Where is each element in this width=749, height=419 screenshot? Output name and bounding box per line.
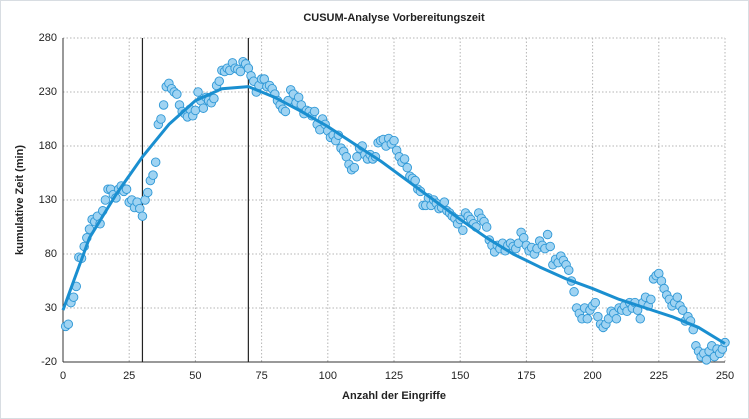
x-tick-label: 175 [517, 370, 535, 382]
point [142, 187, 153, 198]
x-tick-label: 50 [189, 370, 201, 382]
point [545, 241, 555, 252]
point [121, 184, 132, 194]
point [542, 229, 553, 240]
point [590, 297, 600, 308]
point [672, 292, 683, 302]
x-tick-label: 125 [385, 370, 403, 382]
y-tick-label: 80 [45, 248, 57, 260]
point [209, 93, 219, 104]
point [402, 162, 412, 173]
point [352, 152, 362, 162]
point [635, 314, 646, 324]
point [63, 319, 74, 329]
y-tick-label: 30 [45, 302, 57, 314]
x-axis-label: Anzahl der Eingriffe [342, 390, 446, 402]
x-tick-label: 0 [60, 370, 66, 382]
point [309, 106, 320, 117]
chart-title: CUSUM-Analyse Vorbereitungszeit [303, 12, 485, 24]
point [582, 314, 593, 324]
y-tick-label: 180 [39, 140, 57, 152]
x-tick-label: 250 [716, 370, 734, 382]
point [150, 157, 161, 167]
x-tick-label: 150 [451, 370, 469, 382]
x-tick-label: 225 [650, 370, 668, 382]
point [458, 225, 468, 235]
point [172, 89, 182, 99]
point [611, 314, 622, 324]
point [214, 76, 224, 86]
point [646, 294, 656, 305]
fit-curve [61, 85, 726, 345]
point [677, 305, 688, 315]
point [235, 66, 246, 77]
point [100, 195, 111, 205]
point [137, 211, 148, 221]
x-tick-label: 100 [319, 370, 337, 382]
point [569, 287, 579, 297]
y-tick-label: 280 [39, 32, 57, 44]
point [349, 162, 360, 173]
point [564, 265, 574, 275]
y-tick-label: 130 [39, 194, 57, 206]
point [190, 105, 201, 116]
y-tick-label: 230 [39, 86, 57, 98]
point [389, 135, 399, 146]
y-tick-label: -20 [41, 356, 57, 368]
point [68, 292, 79, 302]
x-tick-label: 200 [583, 370, 601, 382]
point [198, 103, 209, 113]
x-tick-label: 25 [123, 370, 135, 382]
point [156, 114, 166, 124]
x-tick-label: 75 [255, 370, 267, 382]
point [193, 87, 203, 97]
y-axis-label: kumulative Zeit (min) [14, 145, 26, 255]
point [158, 100, 169, 110]
point [148, 170, 158, 180]
point [399, 154, 410, 164]
point [701, 355, 712, 365]
point [280, 106, 291, 117]
point [481, 222, 492, 232]
